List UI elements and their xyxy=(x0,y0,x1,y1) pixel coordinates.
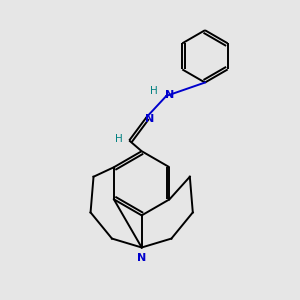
Text: H: H xyxy=(150,85,158,96)
Text: N: N xyxy=(146,114,154,124)
Text: H: H xyxy=(115,134,123,144)
Text: N: N xyxy=(137,253,146,263)
Text: N: N xyxy=(165,90,175,100)
